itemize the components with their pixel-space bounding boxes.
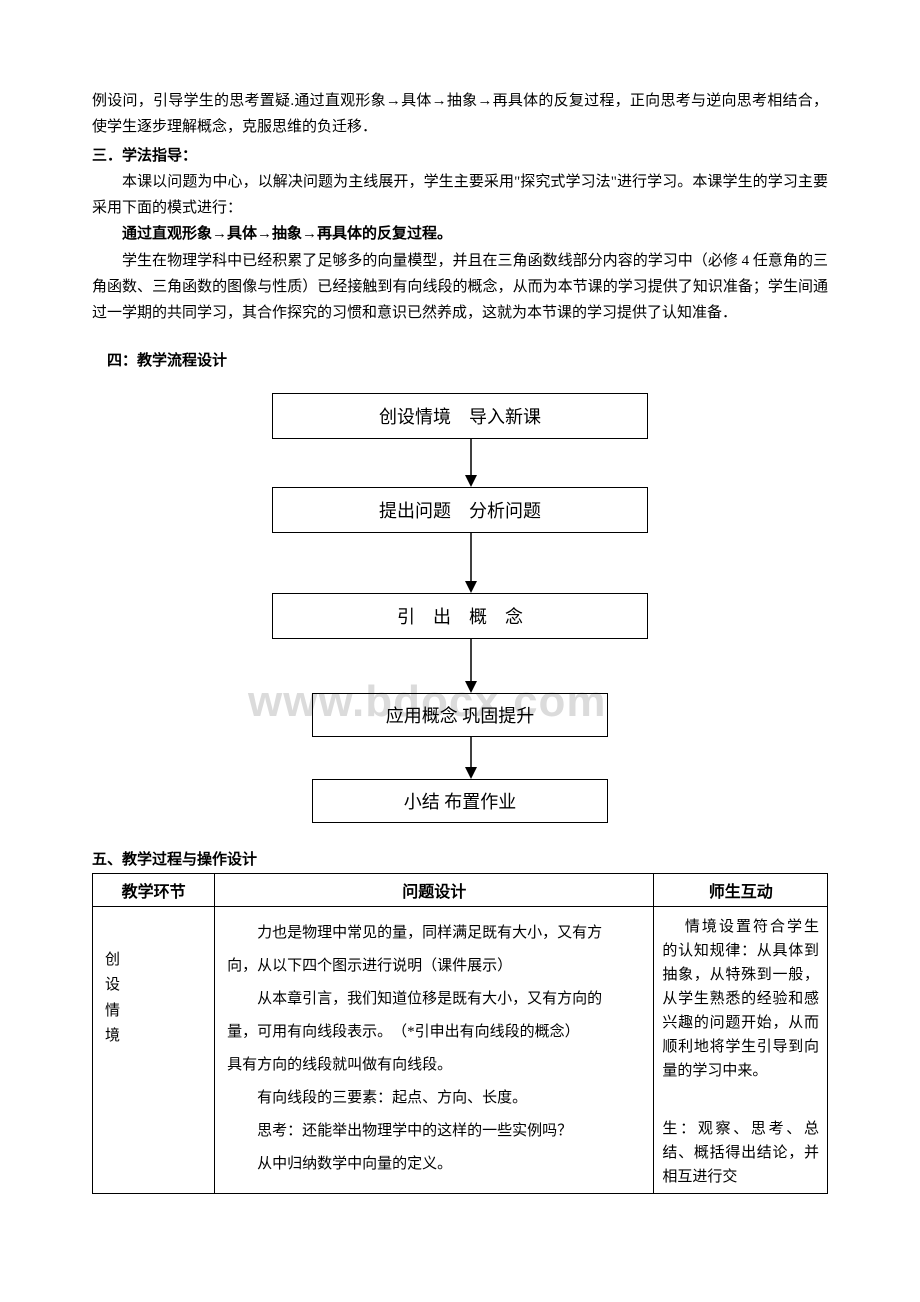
inter-p2: 生：观察、思考、总结、概括得出结论，并相互进行交 bbox=[662, 1117, 819, 1189]
cell-interaction: 情境设置符合学生的认知规律：从具体到抽象，从特殊到一般，从学生熟悉的经验和感兴趣… bbox=[654, 906, 828, 1193]
q-line: 从中归纳数学中向量的定义。 bbox=[227, 1148, 641, 1181]
env-char: 情 bbox=[105, 998, 206, 1024]
intro-paragraph: 例设问，引导学生的思考置疑.通过直观形象→具体→抽象→再具体的反复过程，正向思考… bbox=[92, 88, 828, 141]
inter-spacer bbox=[662, 1083, 819, 1117]
section3-p2: 学生在物理学科中已经积累了足够多的向量模型，并且在三角函数线部分内容的学习中（必… bbox=[92, 248, 828, 327]
section5-heading: 五、教学过程与操作设计 bbox=[92, 847, 828, 873]
q-line: 力也是物理中常见的量，同样满足既有大小，又有方 bbox=[227, 917, 641, 950]
inter-p1: 情境设置符合学生的认知规律：从具体到抽象，从特殊到一般，从学生熟悉的经验和感兴趣… bbox=[662, 915, 819, 1083]
table-header-interaction: 师生互动 bbox=[654, 873, 828, 906]
q-line: 思考：还能举出物理学中的这样的一些实例吗？ bbox=[227, 1115, 641, 1148]
q-line: 有向线段的三要素：起点、方向、长度。 bbox=[227, 1082, 641, 1115]
table-header-env: 教学环节 bbox=[93, 873, 215, 906]
q-line: 从本章引言，我们知道位移是既有大小，又有方向的 bbox=[227, 983, 641, 1016]
flow-arrow-3 bbox=[460, 737, 461, 779]
env-char: 设 bbox=[105, 972, 206, 998]
flowchart: 创设情境 导入新课提出问题 分析问题引 出 概 念应用概念 巩固提升小结 布置作… bbox=[92, 393, 828, 823]
flow-box-0: 创设情境 导入新课 bbox=[272, 393, 648, 439]
table-row: 创设情境 力也是物理中常见的量，同样满足既有大小，又有方向，从以下四个图示进行说… bbox=[93, 906, 828, 1193]
section3-bold: 通过直观形象→具体→抽象→再具体的反复过程。 bbox=[92, 221, 828, 247]
cell-question: 力也是物理中常见的量，同样满足既有大小，又有方向，从以下四个图示进行说明（课件展… bbox=[215, 906, 654, 1193]
env-char: 创 bbox=[105, 947, 206, 973]
design-table: 教学环节 问题设计 师生互动 创设情境 力也是物理中常见的量，同样满足既有大小，… bbox=[92, 873, 828, 1194]
flow-arrow-0 bbox=[460, 439, 461, 487]
flow-box-2: 引 出 概 念 bbox=[272, 593, 648, 639]
q-line: 具有方向的线段就叫做有向线段。 bbox=[227, 1049, 641, 1082]
table-header-question: 问题设计 bbox=[215, 873, 654, 906]
q-line: 量，可用有向线段表示。 （*引申出有向线段的概念） bbox=[227, 1016, 641, 1049]
q-line: 向，从以下四个图示进行说明（课件展示） bbox=[227, 950, 641, 983]
section4-heading: 四：教学流程设计 bbox=[92, 348, 828, 374]
section3-heading: 三．学法指导： bbox=[92, 143, 828, 169]
flow-box-4: 小结 布置作业 bbox=[312, 779, 608, 823]
section3-p1: 本课以问题为中心，以解决问题为主线展开，学生主要采用"探究式学习法"进行学习。本… bbox=[92, 169, 828, 222]
flow-arrow-1 bbox=[460, 533, 461, 593]
flow-box-1: 提出问题 分析问题 bbox=[272, 487, 648, 533]
flow-arrow-2 bbox=[460, 639, 461, 693]
flow-box-3: 应用概念 巩固提升 bbox=[312, 693, 608, 737]
cell-env: 创设情境 bbox=[93, 906, 215, 1193]
env-char: 境 bbox=[105, 1023, 206, 1049]
